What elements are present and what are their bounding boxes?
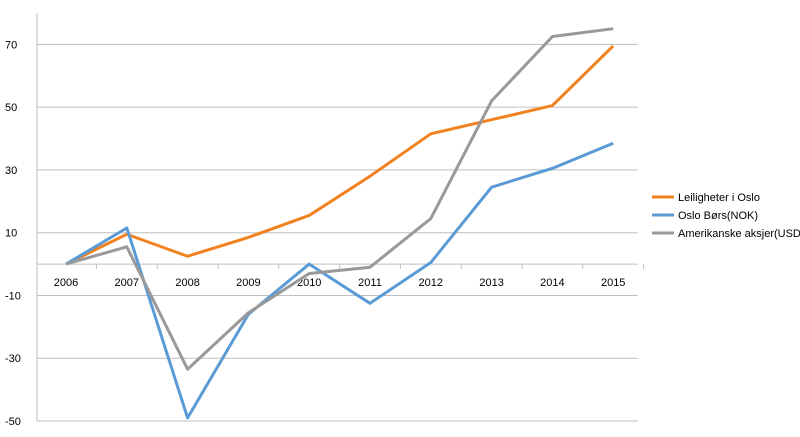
y-tick-label: 10 [5, 228, 17, 240]
x-tick-label: 2009 [236, 277, 260, 289]
x-tick-label: 2012 [419, 277, 443, 289]
series-line-2 [65, 27, 614, 371]
x-tick-label: 2010 [297, 277, 321, 289]
legend-label: Oslo Børs(NOK) [678, 210, 758, 222]
series-line-0 [65, 44, 615, 266]
legend-label: Amerikanske aksjer(USD) [678, 228, 800, 240]
x-tick-label: 2014 [540, 277, 564, 289]
y-tick-label: 30 [5, 165, 17, 177]
series-line-1 [65, 141, 614, 420]
y-tick-label: -30 [5, 353, 21, 365]
y-tick-label: 50 [5, 102, 17, 114]
x-tick-label: 2007 [115, 277, 139, 289]
x-tick-label: 2011 [358, 277, 382, 289]
y-tick-label: 70 [5, 39, 17, 51]
legend-label: Leiligheter i Oslo [678, 192, 760, 204]
x-tick-label: 2006 [54, 277, 78, 289]
x-tick-label: 2013 [479, 277, 503, 289]
y-tick-label: -50 [5, 416, 21, 428]
x-tick-label: 2015 [601, 277, 625, 289]
x-tick-label: 2008 [175, 277, 199, 289]
y-tick-label: -10 [5, 290, 21, 302]
